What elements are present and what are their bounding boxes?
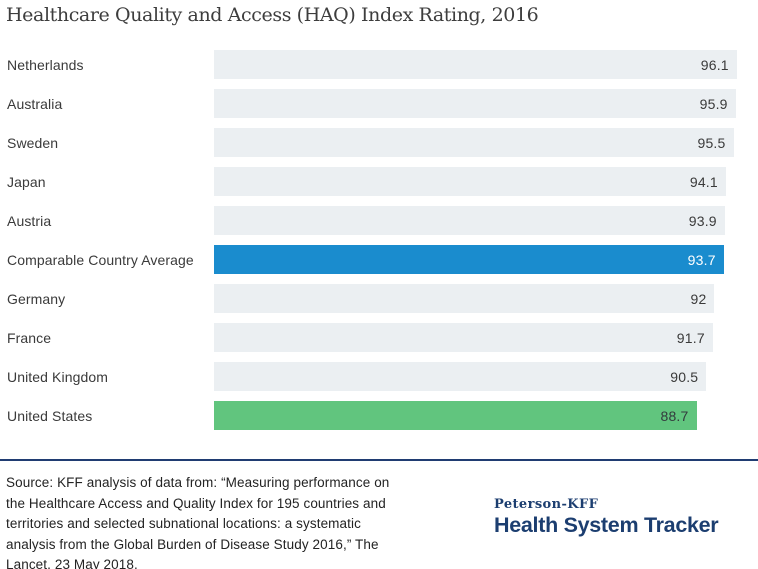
bar-track: 95.9 [214,89,758,118]
bar: 88.7 [214,401,697,430]
bar-track: 92 [214,284,758,313]
value-label: 96.1 [700,56,729,73]
value-label: 93.9 [688,212,717,229]
bar: 93.9 [214,206,725,235]
bar: 90.5 [214,362,707,391]
category-label: Comparable Country Average [7,251,194,268]
bar: 91.7 [214,323,713,352]
bar-rows: Netherlands 96.1 Australia 95.9 Sweden 95.5 Ja… [0,50,758,440]
bar-row: France 91.7 [0,323,758,352]
value-label: 90.5 [670,368,699,385]
source-text: Source: KFF analysis of data from: “Meas… [6,475,390,569]
bar-row: Comparable Country Average 93.7 [0,245,758,274]
bar-row: Sweden 95.5 [0,128,758,157]
bar-row: Austria 93.9 [0,206,758,235]
category-label: Germany [7,290,66,307]
bar-row: Germany 92 [0,284,758,313]
bar-track: 94.1 [214,167,758,196]
logo-peterson-kff: Peterson-KFF [494,497,599,512]
footer-divider [0,459,758,461]
bar-track: 95.5 [214,128,758,157]
value-label: 88.7 [660,407,689,424]
value-label: 92 [690,290,707,307]
bar-row: United States 88.7 [0,401,758,430]
category-label: Netherlands [7,56,84,73]
bar-track: 93.9 [214,206,758,235]
bar: 95.9 [214,89,736,118]
bar: 93.7 [214,245,724,274]
bar: 96.1 [214,50,737,79]
bar-track: 93.7 [214,245,758,274]
bar-track: 90.5 [214,362,758,391]
bar-track: 91.7 [214,323,758,352]
bar-track: 96.1 [214,50,758,79]
value-label: 91.7 [676,329,705,346]
category-label: United Kingdom [7,368,109,385]
value-label: 94.1 [689,173,718,190]
bar: 94.1 [214,167,726,196]
logo: Peterson-KFF Health System Tracker [494,497,719,538]
bar-track: 88.7 [214,401,758,430]
bar-row: Netherlands 96.1 [0,50,758,79]
category-label: Australia [7,95,63,112]
category-label: Sweden [7,134,59,151]
category-label: Japan [7,173,46,190]
bar-row: Australia 95.9 [0,89,758,118]
bar-row: Japan 94.1 [0,167,758,196]
bar: 95.5 [214,128,734,157]
category-label: France [7,329,52,346]
bar: 92 [214,284,715,313]
chart-title: Healthcare Quality and Access (HAQ) Inde… [6,4,539,26]
category-label: United States [7,407,93,424]
bar-row: United Kingdom 90.5 [0,362,758,391]
value-label: 93.7 [687,251,716,268]
category-label: Austria [7,212,52,229]
value-label: 95.5 [697,134,726,151]
logo-health-system-tracker: Health System Tracker [494,513,719,537]
value-label: 95.9 [699,95,728,112]
